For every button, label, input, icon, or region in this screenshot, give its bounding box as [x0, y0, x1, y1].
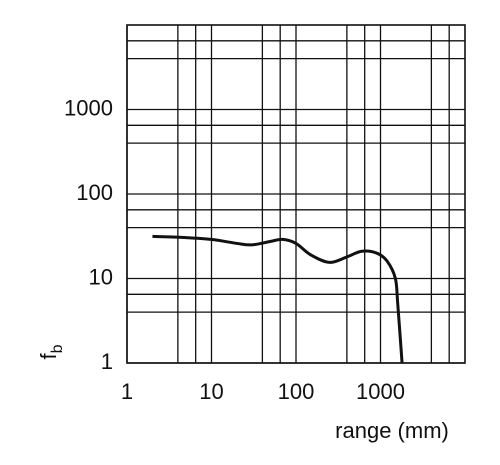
y-tick-label: 10 — [89, 264, 113, 289]
y-tick-label: 1 — [101, 349, 113, 374]
plot-frame — [126, 24, 466, 364]
x-tick-label: 100 — [278, 379, 315, 404]
data-line — [152, 234, 404, 364]
x-tick-label: 10 — [199, 379, 223, 404]
x-axis-label: range (mm) — [335, 418, 449, 443]
y-tick-label: 100 — [76, 180, 113, 205]
y-axis-label-subscript: b — [49, 344, 66, 353]
y-axis-label: fb — [36, 344, 66, 359]
x-tick-label: 1000 — [356, 379, 405, 404]
y-tick-label: 1000 — [64, 95, 113, 120]
x-tick-label: 1 — [121, 379, 133, 404]
y-axis-label-main: f — [36, 353, 61, 360]
